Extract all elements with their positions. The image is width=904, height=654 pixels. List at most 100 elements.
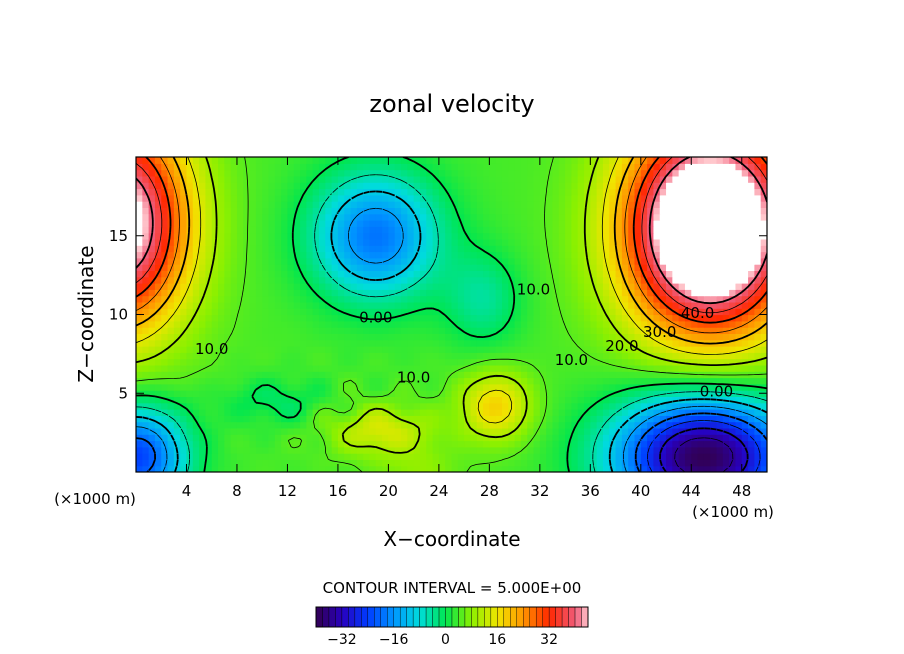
field-cell xyxy=(274,220,282,227)
field-cell xyxy=(243,327,251,334)
field-cell xyxy=(741,427,749,435)
field-cell xyxy=(672,434,680,442)
field-cell xyxy=(224,339,232,347)
field-cell xyxy=(218,446,225,454)
field-cell xyxy=(230,371,238,379)
field-cell xyxy=(180,339,188,347)
field-cell xyxy=(602,220,610,227)
field-cell xyxy=(470,220,478,227)
field-cell xyxy=(167,314,175,322)
field-cell xyxy=(306,213,314,221)
field-cell xyxy=(369,289,377,297)
field-cell xyxy=(621,175,629,183)
field-cell xyxy=(565,415,572,423)
field-cell xyxy=(489,226,497,234)
field-cell xyxy=(268,339,276,347)
field-cell xyxy=(255,257,263,265)
field-cell xyxy=(527,409,535,416)
field-cell xyxy=(363,440,371,448)
field-cell xyxy=(508,434,516,442)
chart-title: zonal velocity xyxy=(369,90,534,118)
field-cell xyxy=(205,175,213,183)
field-cell xyxy=(735,358,743,366)
field-cell xyxy=(142,371,150,379)
field-cell xyxy=(230,383,238,391)
field-cell xyxy=(331,264,339,271)
field-cell xyxy=(293,188,301,196)
field-cell xyxy=(161,327,169,334)
field-cell xyxy=(741,446,749,454)
field-cell xyxy=(413,453,421,460)
field-cell xyxy=(211,396,219,404)
field-cell xyxy=(224,220,232,227)
field-cell xyxy=(173,396,181,404)
field-cell xyxy=(672,169,680,177)
field-cell xyxy=(142,276,150,284)
field-cell xyxy=(401,409,408,416)
field-cell xyxy=(192,301,200,309)
field-cell xyxy=(255,289,263,297)
field-cell xyxy=(722,289,730,297)
field-cell xyxy=(236,169,244,177)
field-cell xyxy=(741,276,749,284)
field-cell xyxy=(249,346,257,353)
field-cell xyxy=(180,314,188,322)
field-cell xyxy=(457,301,465,309)
field-cell xyxy=(621,346,629,353)
field-cell xyxy=(489,238,497,246)
field-cell xyxy=(514,175,522,183)
field-cell xyxy=(508,264,516,271)
field-cell xyxy=(546,421,554,429)
field-cell xyxy=(697,427,705,435)
field-cell xyxy=(470,371,478,379)
field-cell xyxy=(729,270,737,278)
field-cell xyxy=(218,157,225,164)
field-cell xyxy=(432,358,440,366)
field-cell xyxy=(584,238,591,246)
field-cell xyxy=(161,295,169,303)
field-cell xyxy=(628,283,636,290)
field-cell xyxy=(666,427,673,435)
field-cell xyxy=(659,283,667,290)
field-cell xyxy=(388,371,396,379)
field-cell xyxy=(401,276,408,284)
field-cell xyxy=(382,264,389,271)
field-cell xyxy=(565,371,572,379)
field-cell xyxy=(255,188,263,196)
field-cell xyxy=(382,402,389,410)
field-cell xyxy=(199,169,207,177)
field-cell xyxy=(394,163,402,171)
field-cell xyxy=(426,346,434,353)
field-cell xyxy=(192,396,200,404)
field-cell xyxy=(483,383,490,391)
field-cell xyxy=(413,201,421,208)
field-cell xyxy=(501,188,509,196)
field-cell xyxy=(653,339,661,347)
field-cell xyxy=(558,459,566,467)
field-cell xyxy=(483,182,490,190)
field-cell xyxy=(672,377,680,385)
field-cell xyxy=(205,314,213,322)
field-cell xyxy=(710,415,718,423)
field-cell xyxy=(558,257,566,265)
field-cell xyxy=(483,409,490,416)
field-cell xyxy=(552,415,560,423)
field-cell xyxy=(136,264,143,271)
field-cell xyxy=(274,440,282,448)
field-cell xyxy=(445,421,453,429)
field-cell xyxy=(419,396,427,404)
field-cell xyxy=(388,283,396,290)
field-cell xyxy=(697,390,705,397)
field-cell xyxy=(350,434,358,442)
field-cell xyxy=(501,421,509,429)
field-cell xyxy=(741,301,749,309)
field-cell xyxy=(710,257,718,265)
field-cell xyxy=(539,308,547,316)
field-cell xyxy=(363,465,371,472)
field-cell xyxy=(609,377,617,385)
field-cell xyxy=(142,383,150,391)
field-cell xyxy=(596,301,604,309)
field-cell xyxy=(350,182,358,190)
field-cell xyxy=(438,333,446,341)
field-cell xyxy=(672,427,680,435)
